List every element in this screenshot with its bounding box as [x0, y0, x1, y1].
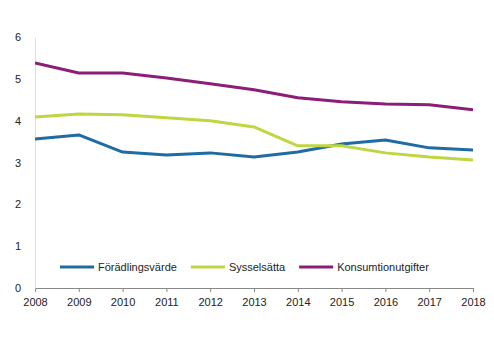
- x-tick: 2017: [417, 288, 441, 308]
- series-line: [35, 114, 473, 160]
- y-tick-label: 3: [15, 157, 21, 169]
- x-tick-label: 2018: [461, 296, 485, 308]
- x-tick-label: 2016: [374, 296, 398, 308]
- x-tick-mark: [254, 288, 255, 292]
- x-tick: 2013: [242, 288, 266, 308]
- legend-item: Sysselsätta: [191, 261, 286, 273]
- x-tick-mark: [35, 288, 36, 292]
- legend-item: Konsumtionutgifter: [299, 261, 429, 273]
- y-tick: 0: [15, 282, 35, 294]
- legend-label: Konsumtionutgifter: [337, 261, 429, 273]
- x-tick-label: 2015: [330, 296, 354, 308]
- x-tick-mark: [166, 288, 167, 292]
- y-tick: 4: [15, 115, 35, 127]
- x-tick-label: 2011: [155, 296, 179, 308]
- x-tick: 2018: [461, 288, 485, 308]
- x-tick: 2009: [67, 288, 91, 308]
- x-tick-label: 2013: [242, 296, 266, 308]
- x-tick-label: 2010: [111, 296, 135, 308]
- x-tick-mark: [79, 288, 80, 292]
- legend-swatch: [60, 266, 94, 269]
- legend-swatch: [299, 266, 333, 269]
- x-tick-label: 2009: [67, 296, 91, 308]
- x-axis-line: [36, 289, 474, 293]
- plot-area: [35, 63, 473, 160]
- x-tick-label: 2008: [23, 296, 47, 308]
- x-tick-mark: [385, 288, 386, 292]
- x-tick-label: 2014: [286, 296, 310, 308]
- y-tick-label: 1: [15, 240, 21, 252]
- x-tick: 2015: [330, 288, 354, 308]
- y-tick: 5: [15, 73, 35, 85]
- x-tick-mark: [473, 288, 474, 292]
- x-tick: 2008: [23, 288, 47, 308]
- y-tick: 1: [15, 240, 35, 252]
- y-axis: 0 1 2 3 4 5 6: [15, 31, 36, 294]
- chart: 2008200920102011201220132014201520162017…: [0, 0, 494, 343]
- y-tick-label: 2: [15, 198, 21, 210]
- y-tick: 6: [15, 31, 35, 43]
- x-tick-mark: [123, 288, 124, 292]
- y-tick-label: 5: [15, 73, 21, 85]
- x-tick: 2011: [155, 288, 179, 308]
- x-axis: 2008 2009 2010 2011 2012 2013 2014 2015 2016 2017…: [23, 288, 485, 308]
- y-tick-label: 4: [15, 115, 21, 127]
- legend-swatch: [191, 266, 225, 269]
- y-tick-label: 0: [15, 282, 21, 294]
- x-tick: 2012: [198, 288, 222, 308]
- legend-label: Sysselsätta: [229, 261, 286, 273]
- x-tick-mark: [342, 288, 343, 292]
- y-axis-line: [35, 38, 36, 289]
- x-tick: 2014: [286, 288, 310, 308]
- legend-item: Förädlingsvärde: [60, 261, 177, 273]
- y-tick: 3: [15, 157, 35, 169]
- x-tick: 2016: [374, 288, 398, 308]
- x-tick-label: 2017: [417, 296, 441, 308]
- legend-label: Förädlingsvärde: [98, 261, 177, 273]
- series-line: [35, 63, 473, 110]
- y-tick: 2: [15, 198, 35, 210]
- x-tick-label: 2012: [198, 296, 222, 308]
- x-tick-mark: [298, 288, 299, 292]
- x-tick: 2010: [111, 288, 135, 308]
- y-tick-label: 6: [15, 31, 21, 43]
- x-tick-mark: [210, 288, 211, 292]
- legend: Förädlingsvärde Sysselsätta Konsumtionutgi…: [60, 261, 429, 273]
- x-tick-mark: [429, 288, 430, 292]
